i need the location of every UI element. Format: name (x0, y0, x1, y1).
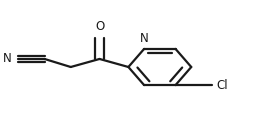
Text: O: O (95, 20, 104, 33)
Text: N: N (3, 52, 12, 66)
Text: Cl: Cl (216, 79, 228, 92)
Text: N: N (140, 32, 149, 45)
